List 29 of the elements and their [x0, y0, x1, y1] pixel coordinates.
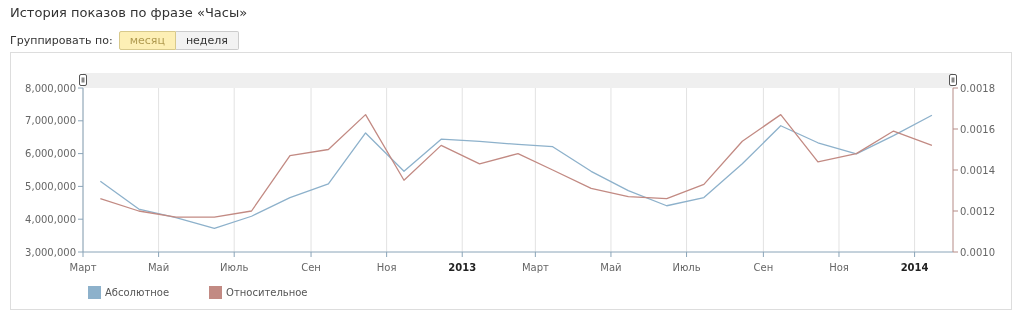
x-tick-label: Ноя — [829, 262, 849, 273]
text: Группировать по: — [10, 34, 113, 47]
x-tick-label: Ноя — [376, 262, 397, 273]
x-tick-label: Сен — [753, 262, 774, 273]
y-tick-label: 6,000,000 — [25, 148, 76, 160]
y2-tick-label: 0.0012 — [960, 205, 995, 217]
x-tick-label: Май — [147, 262, 170, 273]
text: месяц — [118, 31, 176, 50]
y-tick-label: 4,000,000 — [25, 213, 76, 225]
x-tick-label: 2013 — [448, 262, 477, 273]
legend-label: Абсолютное — [105, 286, 170, 298]
x-tick-label: Июль — [220, 262, 249, 273]
y2-tick-label: 0.0014 — [960, 164, 995, 176]
y-tick-label: 8,000,000 — [25, 82, 76, 94]
y2-tick-label: 0.0016 — [960, 123, 995, 135]
x-tick-label: 2014 — [900, 262, 929, 273]
y2-tick-label: 0.0010 — [960, 246, 995, 258]
x-tick-label: Март — [521, 262, 549, 273]
x-tick-label: Март — [69, 262, 97, 273]
y2-tick-label: 0.0018 — [960, 82, 995, 94]
x-tick-label: Июль — [672, 262, 701, 273]
text: неделя — [175, 31, 239, 50]
legend-label: Относительное — [226, 286, 308, 298]
x-tick-label: Сен — [301, 262, 321, 273]
chart-title: История показов по фразе «Часы» — [10, 5, 248, 20]
y-tick-label: 3,000,000 — [25, 246, 76, 258]
x-tick-label: Май — [600, 262, 622, 273]
y-tick-label: 7,000,000 — [25, 115, 76, 127]
y-tick-label: 5,000,000 — [25, 180, 76, 192]
